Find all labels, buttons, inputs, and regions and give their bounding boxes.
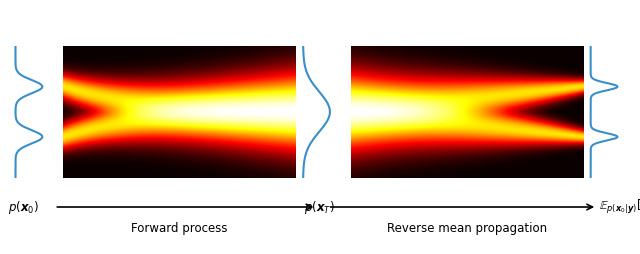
Text: Forward process: Forward process <box>131 222 228 235</box>
Text: $p(\boldsymbol{x}_0)$: $p(\boldsymbol{x}_0)$ <box>8 199 38 215</box>
Text: $p(\boldsymbol{x}_T)$: $p(\boldsymbol{x}_T)$ <box>303 199 334 215</box>
Text: Reverse mean propagation: Reverse mean propagation <box>387 222 547 235</box>
Text: $\mathbb{E}_{p(\boldsymbol{x}_0|\boldsymbol{y})}[\boldsymbol{x}_0]$: $\mathbb{E}_{p(\boldsymbol{x}_0|\boldsym… <box>600 198 640 216</box>
